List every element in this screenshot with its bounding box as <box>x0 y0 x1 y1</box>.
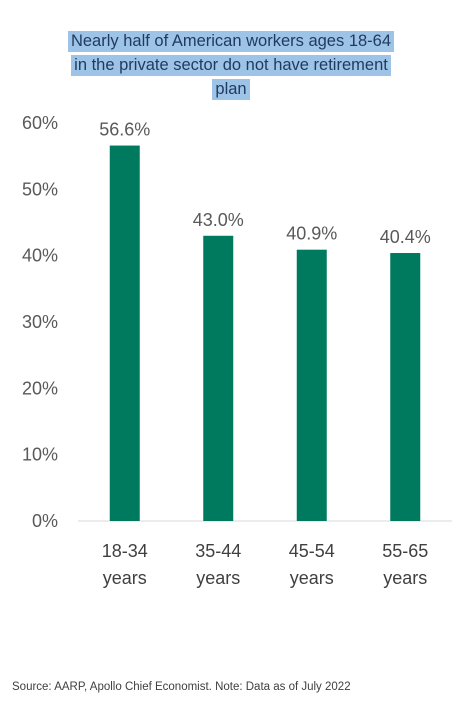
data-label: 43.0% <box>193 210 244 230</box>
x-tick-label: years <box>383 568 427 588</box>
x-tick-label: years <box>196 568 240 588</box>
y-tick-label: 50% <box>22 179 58 199</box>
chart-title-line: in the private sector do not have retire… <box>71 55 391 76</box>
chart-title-line: Nearly half of American workers ages 18-… <box>67 31 395 52</box>
y-tick-label: 20% <box>22 378 58 398</box>
y-tick-label: 60% <box>22 113 58 133</box>
bar <box>390 253 421 521</box>
y-tick-label: 40% <box>22 246 58 266</box>
source-note: Source: AARP, Apollo Chief Economist. No… <box>12 681 351 693</box>
x-tick-label: years <box>103 568 147 588</box>
chart-title: Nearly half of American workers ages 18-… <box>0 31 462 103</box>
data-label: 40.9% <box>286 224 337 244</box>
x-tick-label: 45-54 <box>289 541 335 561</box>
x-tick-label: 35-44 <box>195 541 241 561</box>
y-tick-label: 0% <box>32 511 58 531</box>
x-tick-label: 55-65 <box>382 541 428 561</box>
data-label: 40.4% <box>380 227 431 247</box>
y-tick-label: 10% <box>22 445 58 465</box>
bar <box>109 145 140 521</box>
chart-title-line: plan <box>212 79 250 100</box>
y-tick-label: 30% <box>22 312 58 332</box>
x-tick-label: 18-34 <box>102 541 148 561</box>
bar-chart: 0% 10% 20% 30% 40% 50% 60% 56.6% 18-34 years 43.0%… <box>22 113 452 588</box>
x-tick-label: years <box>290 568 334 588</box>
bar <box>296 249 327 522</box>
data-label: 56.6% <box>99 120 150 140</box>
bar <box>203 235 234 521</box>
